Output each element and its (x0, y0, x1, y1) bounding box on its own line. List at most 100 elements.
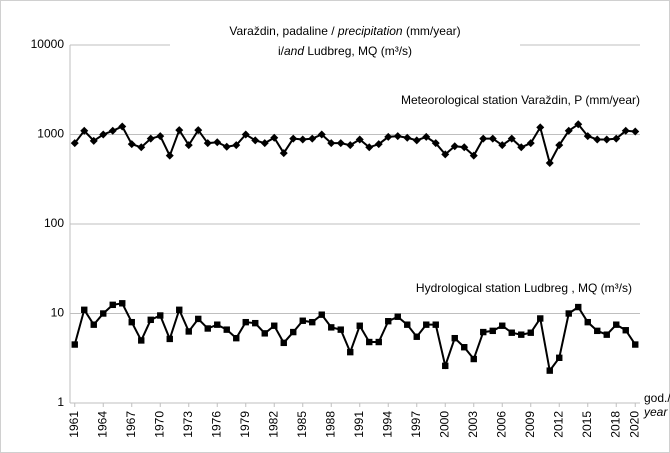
point (461, 344, 468, 351)
point (251, 136, 260, 145)
title-part: Varaždin, padaline / (229, 24, 338, 38)
point (166, 335, 173, 343)
point (318, 311, 325, 318)
series-line (73, 302, 637, 374)
x-tick-label: 1982 (266, 411, 280, 438)
point (270, 133, 279, 142)
x-tick-label: 1994 (380, 411, 394, 438)
point (213, 138, 222, 147)
point (469, 151, 478, 160)
point (518, 331, 525, 338)
y-tick-label: 10 (51, 306, 65, 320)
annotation: Hydrological station Ludbreg , MQ (m³/s) (416, 281, 632, 295)
point (100, 310, 107, 317)
point (356, 322, 363, 329)
x-axis-label: year (643, 405, 668, 419)
point (431, 139, 440, 148)
point (374, 140, 383, 149)
point (621, 126, 630, 135)
point (602, 135, 611, 144)
point (336, 139, 345, 148)
point (499, 322, 506, 329)
point (527, 329, 534, 336)
title-part: i/ (278, 44, 285, 58)
point (328, 324, 335, 331)
title-part: and (284, 44, 304, 58)
point (441, 150, 450, 159)
point (108, 126, 117, 135)
point (545, 159, 554, 168)
point (252, 319, 259, 327)
point (574, 120, 583, 129)
annotation: Meteorological station Varaždin, P (mm/y… (401, 93, 640, 107)
point (195, 315, 202, 323)
x-tick-label: 2000 (437, 411, 451, 438)
point (157, 312, 164, 319)
x-tick-label: 1961 (67, 411, 81, 438)
point (337, 326, 344, 333)
point (565, 310, 572, 317)
point (137, 143, 146, 152)
point (442, 362, 449, 370)
point (185, 328, 192, 335)
x-tick-label: 1976 (209, 411, 223, 438)
point (536, 123, 545, 132)
point (156, 132, 165, 141)
point (165, 151, 174, 160)
point (412, 136, 421, 145)
point (479, 134, 488, 143)
point (403, 133, 412, 142)
point (214, 321, 221, 328)
point (366, 338, 373, 346)
point (413, 333, 420, 340)
point (279, 149, 288, 158)
point (507, 134, 516, 143)
chart-title: i/and Ludbreg, MQ (m³/s) (278, 44, 412, 58)
point (204, 325, 211, 332)
point (450, 142, 459, 151)
point (90, 321, 97, 328)
point (347, 348, 354, 356)
point (109, 301, 116, 309)
title-part: precipitation (337, 24, 403, 38)
point (480, 328, 487, 336)
point (537, 315, 544, 322)
x-axis-label: god./ (644, 391, 670, 405)
point (222, 142, 231, 151)
x-tick-label: 1964 (95, 411, 109, 438)
point (317, 130, 326, 139)
point (631, 127, 640, 136)
x-tick-label: 1967 (124, 411, 138, 438)
series-line (73, 122, 636, 166)
point (488, 134, 497, 143)
point (584, 318, 591, 326)
x-tick-label: 2012 (551, 411, 565, 438)
point (299, 317, 306, 324)
point (290, 328, 297, 336)
point (451, 334, 458, 342)
title-part: Ludbreg, MQ (m³/s) (304, 44, 412, 58)
point (241, 130, 250, 139)
point (280, 339, 287, 347)
point (593, 135, 602, 144)
point (375, 338, 382, 346)
x-tick-label: 1979 (238, 411, 252, 438)
point (176, 306, 183, 313)
point (298, 135, 307, 144)
point (556, 354, 563, 361)
point (632, 341, 639, 348)
point (346, 141, 355, 150)
point (555, 141, 564, 150)
x-tick-label: 1991 (352, 411, 366, 438)
point (460, 143, 469, 152)
x-tick-label: 2015 (580, 411, 594, 438)
point (583, 132, 592, 141)
title-background (170, 20, 520, 62)
x-tick-label: 2006 (494, 411, 508, 438)
point (365, 143, 374, 152)
point (81, 306, 88, 313)
point (327, 139, 336, 148)
point (118, 122, 127, 131)
point (613, 321, 620, 328)
